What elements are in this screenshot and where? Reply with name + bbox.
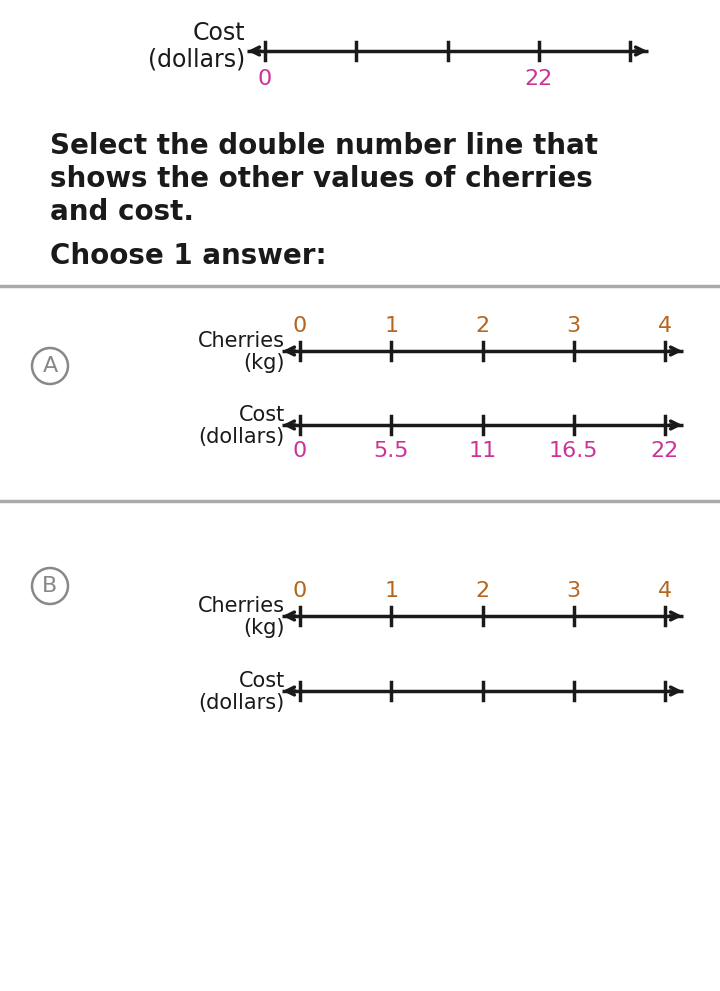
- Text: 0: 0: [293, 316, 307, 336]
- Text: (kg): (kg): [243, 353, 285, 373]
- Text: Cost: Cost: [239, 671, 285, 691]
- Text: 16.5: 16.5: [549, 441, 598, 461]
- Text: 11: 11: [469, 441, 497, 461]
- Text: Cherries: Cherries: [198, 596, 285, 616]
- Text: Cost: Cost: [192, 21, 245, 45]
- Text: 4: 4: [658, 581, 672, 601]
- Text: (dollars): (dollars): [199, 693, 285, 713]
- Text: 22: 22: [651, 441, 679, 461]
- Text: 5.5: 5.5: [374, 441, 409, 461]
- Text: 3: 3: [567, 581, 581, 601]
- Text: 0: 0: [293, 441, 307, 461]
- Text: Select the double number line that: Select the double number line that: [50, 132, 598, 160]
- Text: 1: 1: [384, 581, 398, 601]
- Text: 0: 0: [293, 581, 307, 601]
- Text: (dollars): (dollars): [199, 427, 285, 447]
- Text: A: A: [42, 356, 58, 376]
- Text: B: B: [42, 576, 58, 596]
- Text: (kg): (kg): [243, 618, 285, 638]
- Text: shows the other values of cherries: shows the other values of cherries: [50, 165, 593, 193]
- Text: (dollars): (dollars): [148, 47, 245, 71]
- Text: Cost: Cost: [239, 405, 285, 425]
- Text: 2: 2: [475, 581, 490, 601]
- Text: Choose 1 answer:: Choose 1 answer:: [50, 242, 327, 270]
- Text: 0: 0: [258, 69, 272, 89]
- Text: 3: 3: [567, 316, 581, 336]
- Text: 2: 2: [475, 316, 490, 336]
- Text: and cost.: and cost.: [50, 198, 194, 226]
- Text: 4: 4: [658, 316, 672, 336]
- Text: Cherries: Cherries: [198, 331, 285, 351]
- Text: 22: 22: [525, 69, 553, 89]
- Text: 1: 1: [384, 316, 398, 336]
